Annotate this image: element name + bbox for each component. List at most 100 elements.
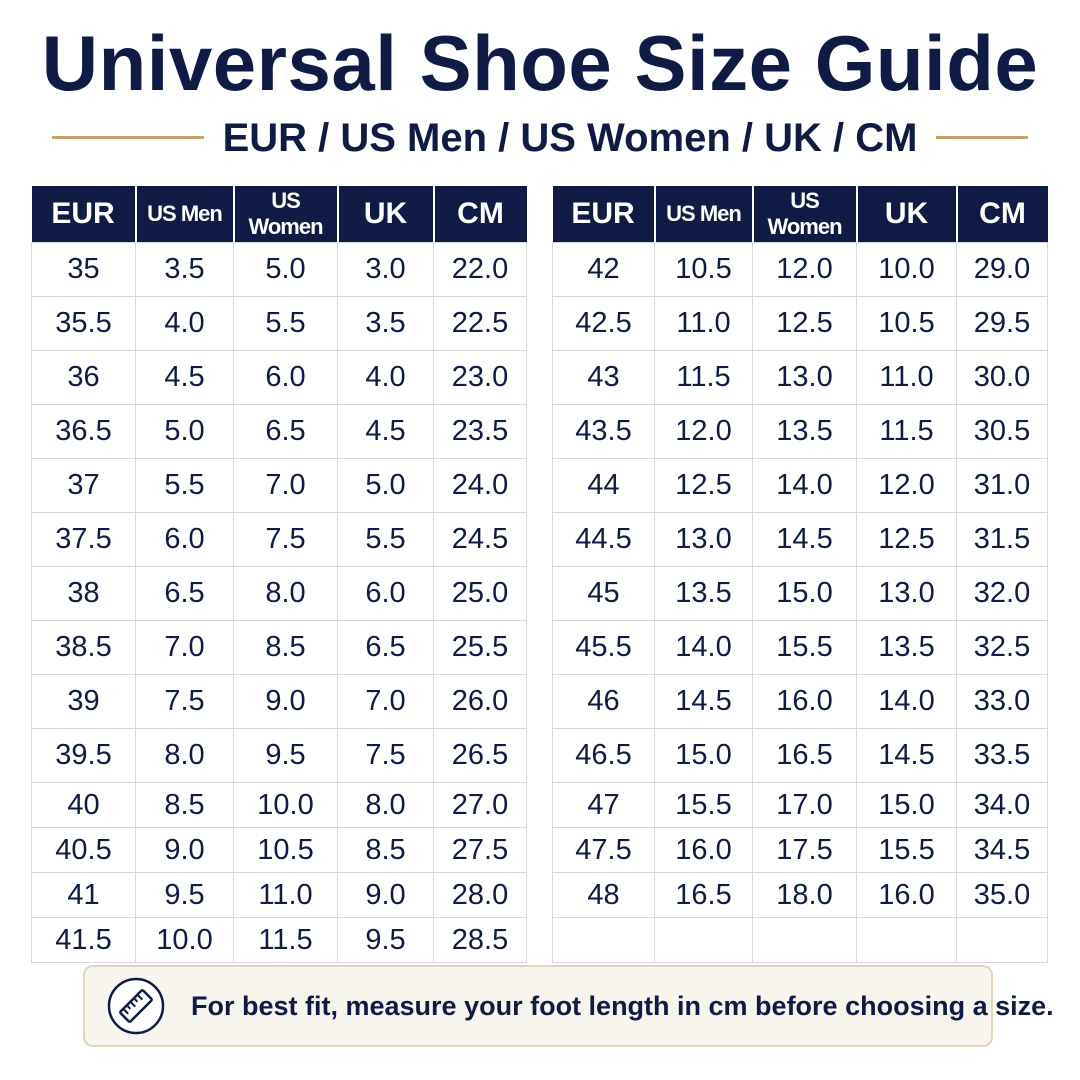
cell-eur: 39.5 bbox=[31, 728, 136, 783]
cell-us-men: 5.5 bbox=[135, 458, 234, 513]
cell-eur: 38 bbox=[31, 566, 136, 621]
table-row: 47.5 16.0 17.5 15.5 34.5 bbox=[552, 827, 1048, 873]
cell-uk: 4.5 bbox=[337, 404, 434, 459]
cell-eur: 36 bbox=[31, 350, 136, 405]
table-row: 40 8.5 10.0 8.0 27.0 bbox=[31, 782, 527, 828]
cell-eur bbox=[552, 917, 655, 963]
cell-us-women: 10.5 bbox=[233, 827, 338, 873]
cell-uk: 7.5 bbox=[337, 728, 434, 783]
cell-us-men: 4.0 bbox=[135, 296, 234, 351]
table-row: 46.5 15.0 16.5 14.5 33.5 bbox=[552, 728, 1048, 783]
cell-cm bbox=[956, 917, 1048, 963]
cell-us-women: 17.5 bbox=[752, 827, 857, 873]
cell-cm: 24.0 bbox=[433, 458, 527, 513]
cell-us-men: 13.0 bbox=[654, 512, 753, 567]
cell-us-men: 8.5 bbox=[135, 782, 234, 828]
table-row: 42.5 11.0 12.5 10.5 29.5 bbox=[552, 296, 1048, 351]
cell-cm: 31.0 bbox=[956, 458, 1048, 513]
cell-us-men: 15.0 bbox=[654, 728, 753, 783]
divider-line-right bbox=[936, 136, 1028, 139]
cell-us-women: 11.5 bbox=[233, 917, 338, 963]
cell-uk: 15.5 bbox=[856, 827, 957, 873]
cell-us-women: 11.0 bbox=[233, 872, 338, 918]
cell-us-women: 15.0 bbox=[752, 566, 857, 621]
table-row: 44 12.5 14.0 12.0 31.0 bbox=[552, 458, 1048, 513]
cell-us-men: 12.5 bbox=[654, 458, 753, 513]
cell-us-women: 14.5 bbox=[752, 512, 857, 567]
table-header-row: EUR US Men US Women UK CM bbox=[552, 186, 1048, 243]
table-row: 41.5 10.0 11.5 9.5 28.5 bbox=[31, 917, 527, 963]
cell-eur: 46.5 bbox=[552, 728, 655, 783]
cell-eur: 41.5 bbox=[31, 917, 136, 963]
cell-us-men: 12.0 bbox=[654, 404, 753, 459]
cell-uk: 8.0 bbox=[337, 782, 434, 828]
table-row: 40.5 9.0 10.5 8.5 27.5 bbox=[31, 827, 527, 873]
cell-us-men: 4.5 bbox=[135, 350, 234, 405]
cell-us-women: 13.5 bbox=[752, 404, 857, 459]
table-header-row: EUR US Men US Women UK CM bbox=[31, 186, 527, 243]
cell-uk bbox=[856, 917, 957, 963]
cell-cm: 23.0 bbox=[433, 350, 527, 405]
cell-us-men: 15.5 bbox=[654, 782, 753, 828]
cell-us-women: 5.0 bbox=[233, 242, 338, 297]
cell-eur: 44.5 bbox=[552, 512, 655, 567]
cell-uk: 13.0 bbox=[856, 566, 957, 621]
cell-cm: 23.5 bbox=[433, 404, 527, 459]
header-uk: UK bbox=[855, 186, 957, 243]
table-row: 39.5 8.0 9.5 7.5 26.5 bbox=[31, 728, 527, 783]
cell-cm: 26.0 bbox=[433, 674, 527, 729]
table-row: 38.5 7.0 8.5 6.5 25.5 bbox=[31, 620, 527, 675]
cell-uk: 15.0 bbox=[856, 782, 957, 828]
cell-eur: 47.5 bbox=[552, 827, 655, 873]
cell-eur: 39 bbox=[31, 674, 136, 729]
size-table-left: EUR US Men US Women UK CM 35 3.5 5.0 3.0 22.… bbox=[31, 186, 527, 963]
cell-cm: 32.0 bbox=[956, 566, 1048, 621]
table-row: 36 4.5 6.0 4.0 23.0 bbox=[31, 350, 527, 405]
cell-cm: 24.5 bbox=[433, 512, 527, 567]
cell-eur: 35.5 bbox=[31, 296, 136, 351]
cell-eur: 42.5 bbox=[552, 296, 655, 351]
cell-eur: 45 bbox=[552, 566, 655, 621]
cell-us-women: 13.0 bbox=[752, 350, 857, 405]
cell-eur: 42 bbox=[552, 242, 655, 297]
cell-uk: 16.0 bbox=[856, 872, 957, 918]
fit-tip-text: For best fit, measure your foot length i… bbox=[191, 991, 1054, 1021]
divider-line-left bbox=[52, 136, 204, 139]
table-row: 45.5 14.0 15.5 13.5 32.5 bbox=[552, 620, 1048, 675]
cell-cm: 29.5 bbox=[956, 296, 1048, 351]
cell-us-men: 16.5 bbox=[654, 872, 753, 918]
cell-eur: 45.5 bbox=[552, 620, 655, 675]
cell-cm: 29.0 bbox=[956, 242, 1048, 297]
cell-eur: 36.5 bbox=[31, 404, 136, 459]
table-row bbox=[552, 917, 1048, 963]
page-title: Universal Shoe Size Guide bbox=[41, 19, 1039, 107]
cell-uk: 9.5 bbox=[337, 917, 434, 963]
cell-eur: 37 bbox=[31, 458, 136, 513]
cell-us-men: 14.5 bbox=[654, 674, 753, 729]
cell-us-men: 7.0 bbox=[135, 620, 234, 675]
cell-cm: 35.0 bbox=[956, 872, 1048, 918]
cell-us-men: 10.0 bbox=[135, 917, 234, 963]
cell-us-women: 14.0 bbox=[752, 458, 857, 513]
cell-cm: 22.5 bbox=[433, 296, 527, 351]
cell-cm: 30.0 bbox=[956, 350, 1048, 405]
cell-eur: 37.5 bbox=[31, 512, 136, 567]
table-row: 38 6.5 8.0 6.0 25.0 bbox=[31, 566, 527, 621]
table-row: 43 11.5 13.0 11.0 30.0 bbox=[552, 350, 1048, 405]
cell-us-women: 8.0 bbox=[233, 566, 338, 621]
cell-uk: 12.0 bbox=[856, 458, 957, 513]
cell-uk: 8.5 bbox=[337, 827, 434, 873]
header-eur: EUR bbox=[552, 186, 655, 243]
subtitle-row: EUR / US Men / US Women / UK / CM bbox=[0, 112, 1080, 164]
table-row: 39 7.5 9.0 7.0 26.0 bbox=[31, 674, 527, 729]
table-row: 37.5 6.0 7.5 5.5 24.5 bbox=[31, 512, 527, 567]
cell-us-women: 7.5 bbox=[233, 512, 338, 567]
cell-uk: 6.5 bbox=[337, 620, 434, 675]
cell-us-men: 9.0 bbox=[135, 827, 234, 873]
cell-us-women: 16.0 bbox=[752, 674, 857, 729]
cell-us-women: 8.5 bbox=[233, 620, 338, 675]
header-us-women: US Women bbox=[232, 186, 338, 243]
cell-us-women: 12.0 bbox=[752, 242, 857, 297]
cell-uk: 10.0 bbox=[856, 242, 957, 297]
cell-us-women: 6.5 bbox=[233, 404, 338, 459]
